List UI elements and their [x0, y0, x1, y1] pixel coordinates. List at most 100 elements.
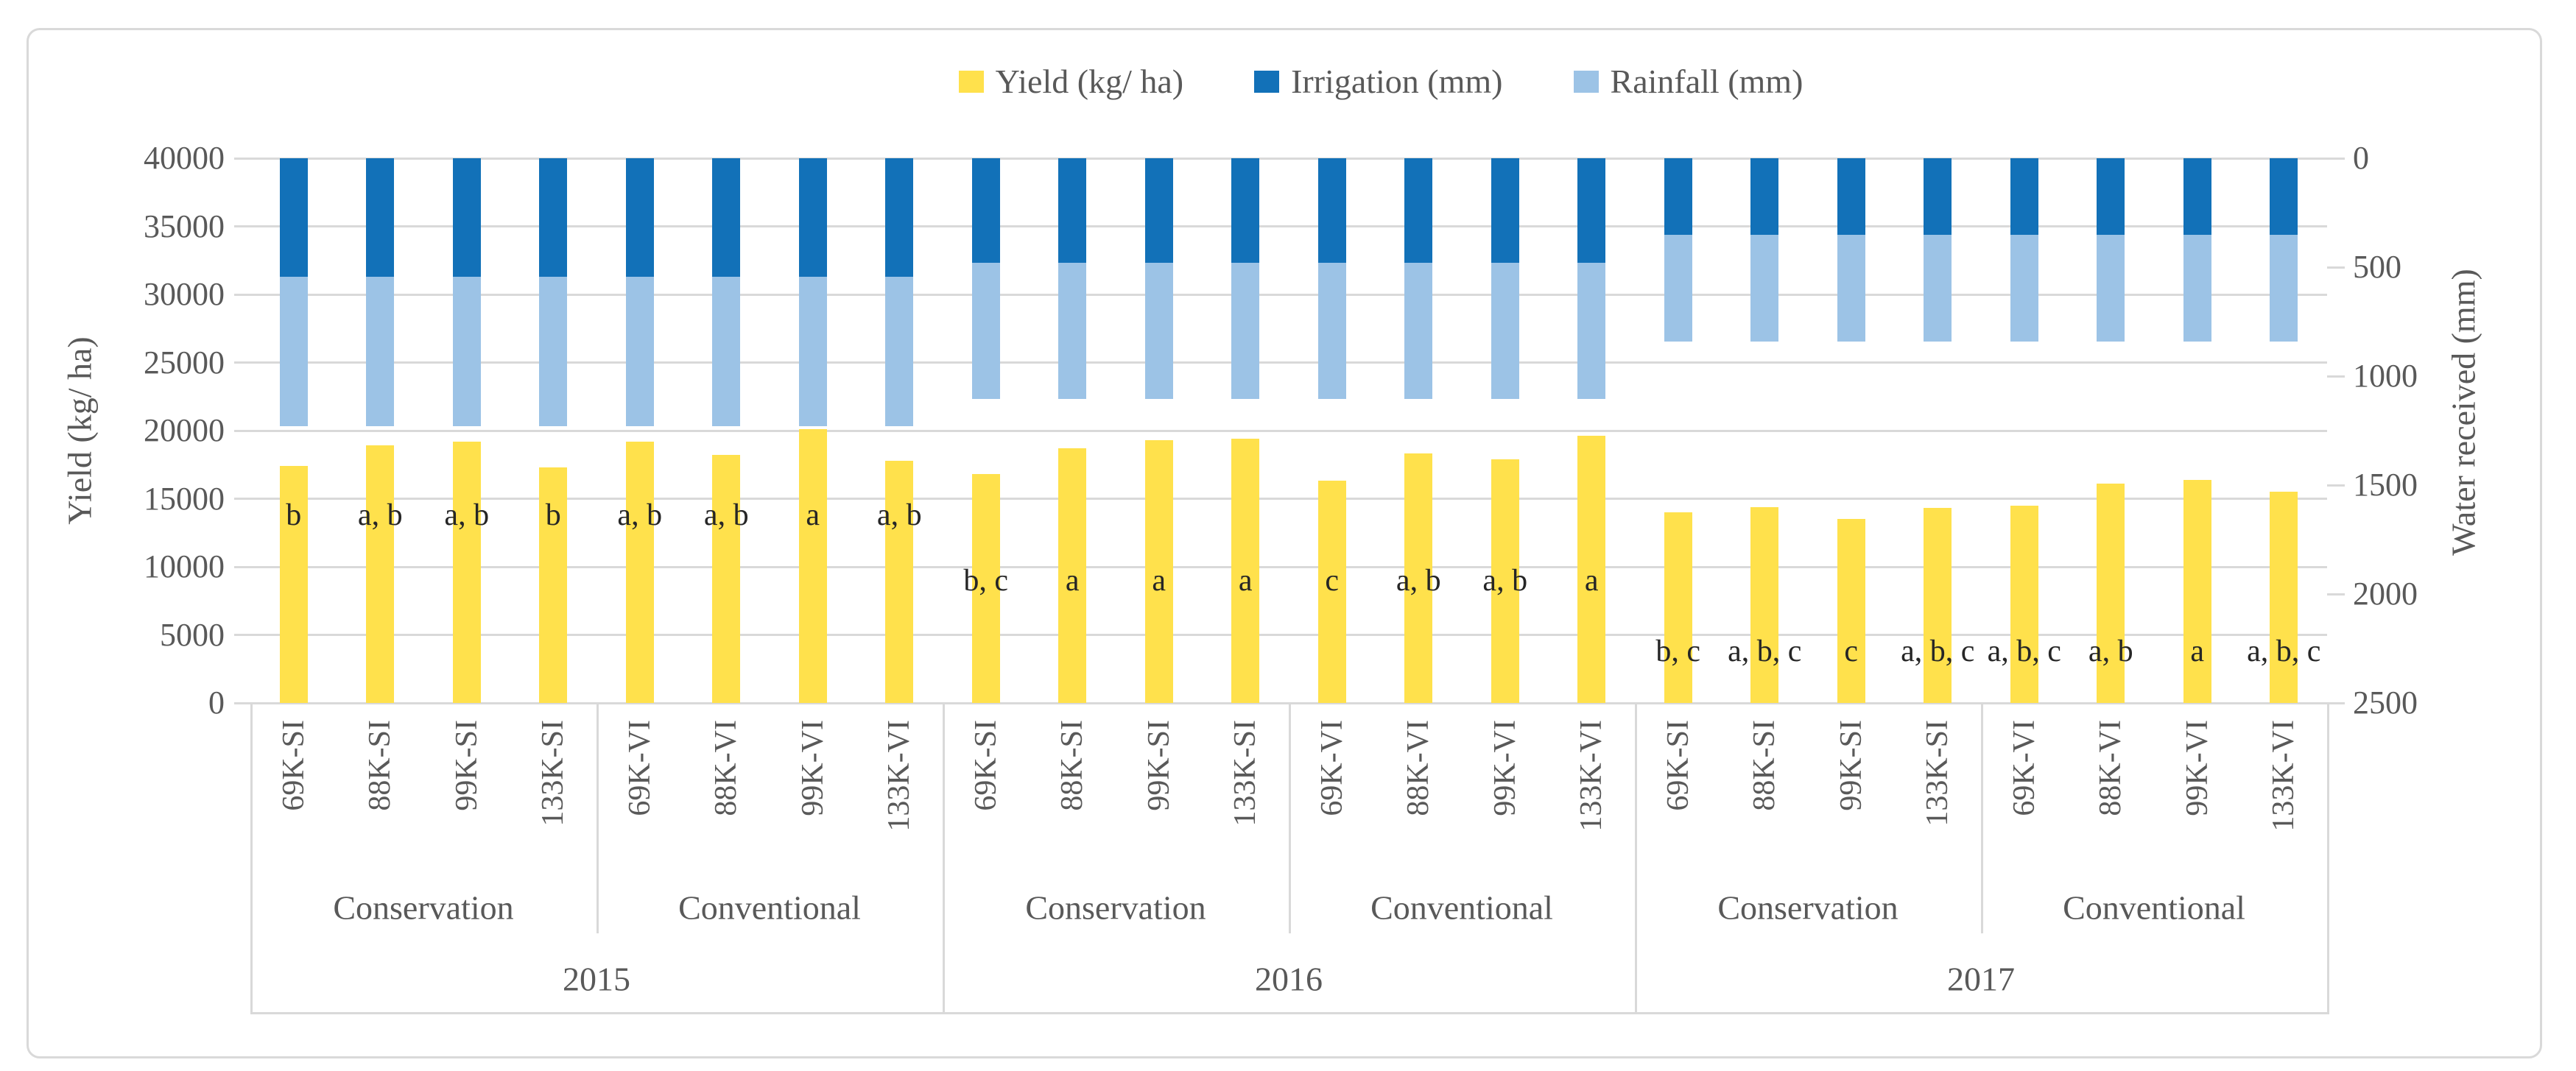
left-axis-tick-label: 10000 [144, 548, 225, 584]
category-label: 88K-VI [2094, 720, 2128, 816]
significance-letters: b, c [963, 563, 1009, 598]
subgroup-separator [597, 703, 599, 933]
yield-swatch-icon [958, 70, 984, 93]
bar-yield [2183, 479, 2211, 703]
left-axis-tick-label: 15000 [144, 480, 225, 517]
gridline [250, 293, 2327, 296]
left-axis-tick [234, 157, 252, 160]
bar-yield [1144, 439, 1173, 703]
right-axis-tick-label: 2000 [2353, 576, 2418, 612]
bar-irrigation [1491, 158, 1519, 264]
bar-yield [1837, 519, 1865, 703]
category-label: 88K-SI [1748, 720, 1782, 811]
significance-letters: a [1152, 563, 1166, 598]
bar-yield [1491, 459, 1519, 703]
left-axis-tick-label: 20000 [144, 412, 225, 448]
significance-letters: a [1238, 563, 1253, 598]
bar-yield [1577, 436, 1606, 703]
bar-rainfall [2270, 234, 2298, 342]
bar-irrigation [452, 158, 481, 278]
category-label: 88K-SI [1055, 720, 1090, 811]
right-axis-tick [2327, 484, 2345, 487]
right-axis-tick-label: 1000 [2353, 358, 2418, 394]
bar-yield [625, 441, 654, 703]
significance-letters: a, b [703, 498, 749, 532]
category-label: 88K-VI [709, 720, 744, 816]
bar-yield [798, 429, 827, 703]
subgroup-label: Conservation [1717, 888, 1898, 927]
gridline [250, 225, 2327, 227]
category-label: 99K-VI [1488, 720, 1522, 816]
left-axis-tick [234, 225, 252, 227]
bar-rainfall [1491, 263, 1519, 400]
legend-label: Yield (kg/ ha) [995, 63, 1184, 100]
irrigation-swatch-icon [1254, 70, 1280, 93]
left-axis-tick [234, 293, 252, 296]
bar-rainfall [2183, 234, 2211, 342]
bar-irrigation [885, 158, 914, 278]
bar-yield [1924, 508, 1952, 703]
bar-irrigation [1144, 158, 1173, 264]
significance-letters: a, b [1482, 563, 1528, 598]
bar-irrigation [2097, 158, 2125, 235]
category-label: 133K-VI [2267, 720, 2301, 832]
year-separator [943, 703, 945, 1014]
category-label: 133K-SI [1921, 720, 1955, 827]
right-axis-tick [2327, 266, 2345, 269]
left-axis-tick-label: 35000 [144, 208, 225, 244]
significance-letters: c [1844, 634, 1859, 668]
bar-yield [2010, 505, 2038, 703]
legend-item-rainfall: Rainfall (mm) [1573, 62, 1803, 101]
bar-yield [1404, 453, 1433, 703]
right-axis-title: Water received (mm) [2444, 269, 2482, 556]
significance-letters: a [806, 498, 820, 532]
year-separator [2327, 703, 2329, 1014]
bar-irrigation [1231, 158, 1260, 264]
bar-rainfall [1317, 263, 1346, 400]
bar-irrigation [1058, 158, 1087, 264]
bar-rainfall [1837, 234, 1865, 342]
significance-letters: b, c [1655, 634, 1701, 668]
significance-letters: a, b, c [1728, 634, 1802, 668]
gridline [250, 498, 2327, 500]
bar-rainfall [452, 277, 481, 427]
bar-rainfall [625, 277, 654, 427]
bar-yield [2270, 492, 2298, 703]
bar-irrigation [1664, 158, 1692, 235]
bar-rainfall [1231, 263, 1260, 400]
bar-irrigation [1317, 158, 1346, 264]
left-axis-tick [234, 361, 252, 364]
left-axis-tick-label: 40000 [144, 140, 225, 176]
bar-rainfall [798, 277, 827, 427]
bar-yield [2097, 484, 2125, 703]
subgroup-label: Conservation [333, 888, 514, 927]
bar-rainfall [2097, 234, 2125, 342]
subgroup-separator [1289, 703, 1291, 933]
bar-rainfall [1750, 234, 1779, 342]
category-label: 133K-SI [1228, 720, 1263, 827]
bar-rainfall [366, 277, 395, 427]
bar-irrigation [1750, 158, 1779, 235]
bar-yield [885, 460, 914, 703]
category-label: 133K-VI [1574, 720, 1609, 832]
significance-letters: a [1065, 563, 1080, 598]
significance-letters: c [1325, 563, 1340, 598]
bar-yield [539, 467, 568, 703]
bar-rainfall [885, 277, 914, 427]
category-label: 99K-SI [1141, 720, 1176, 811]
right-axis-tick [2327, 593, 2345, 595]
bar-yield [1664, 512, 1692, 703]
bar-irrigation [2270, 158, 2298, 235]
category-label: 88K-SI [363, 720, 398, 811]
gridline [250, 565, 2327, 568]
category-label: 99K-VI [795, 720, 830, 816]
bar-irrigation [2010, 158, 2038, 235]
bar-yield [452, 441, 481, 703]
left-axis-tick-label: 30000 [144, 276, 225, 312]
category-label: 99K-SI [1834, 720, 1868, 811]
bar-irrigation [971, 158, 1000, 264]
category-label: 69K-SI [968, 720, 1003, 811]
bar-rainfall [1058, 263, 1087, 400]
bar-rainfall [2010, 234, 2038, 342]
gridline [250, 429, 2327, 432]
